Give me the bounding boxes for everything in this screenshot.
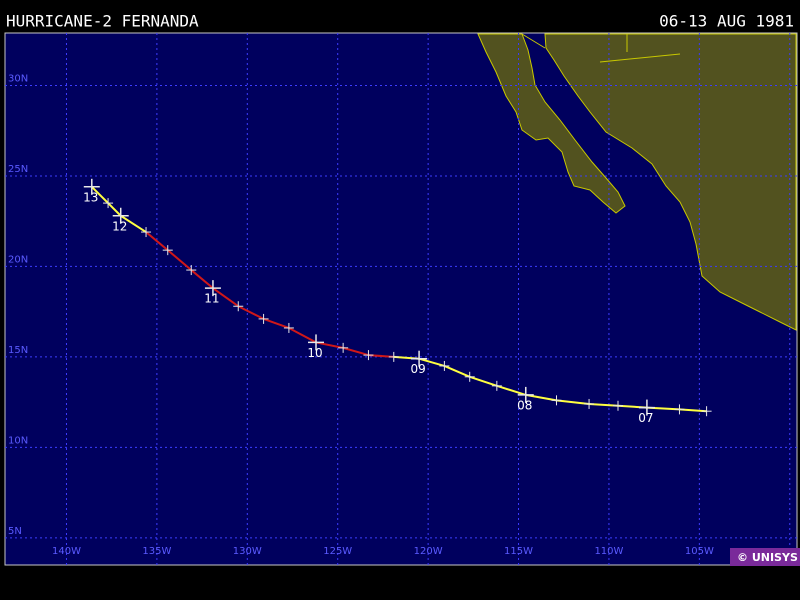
- track-segment: [263, 317, 290, 329]
- track-point: [141, 227, 152, 238]
- badge: [730, 548, 800, 566]
- track-point: [388, 351, 399, 362]
- track-point: [464, 371, 475, 382]
- lon-label: 120W: [414, 546, 443, 557]
- track-segment: [556, 399, 590, 405]
- track-point: [204, 280, 221, 297]
- track-point: [439, 360, 450, 371]
- lat-label: 20N: [8, 254, 28, 265]
- track-segment: [315, 341, 344, 349]
- track-point: [584, 398, 595, 409]
- day-label: 08: [517, 398, 532, 412]
- track-point: [103, 198, 114, 209]
- border: [599, 53, 681, 63]
- track-point: [162, 245, 173, 256]
- track-point: [674, 404, 685, 415]
- track-segment: [525, 393, 557, 402]
- track-point: [363, 350, 374, 361]
- track-point: [491, 380, 502, 391]
- lat-label: 25N: [8, 164, 28, 175]
- track-point: [411, 350, 428, 367]
- track-point: [638, 399, 655, 416]
- lon-label: 125W: [323, 546, 352, 557]
- track-point: [517, 386, 534, 403]
- track-segment: [288, 327, 317, 344]
- land: [477, 33, 797, 331]
- track-point: [233, 301, 244, 312]
- title: HURRICANE-2 FERNANDA: [6, 12, 199, 31]
- day-label: 12: [112, 219, 127, 233]
- day-label: 11: [204, 292, 219, 306]
- track-segment: [212, 287, 239, 308]
- day-label: 09: [410, 362, 425, 376]
- lon-label: 110W: [594, 546, 623, 557]
- track-segment: [190, 269, 214, 289]
- track-segment: [167, 249, 192, 271]
- track-segment: [469, 375, 498, 387]
- lat-label: 30N: [8, 73, 28, 84]
- lat-label: 15N: [8, 345, 28, 356]
- track-point: [112, 207, 129, 224]
- track-segment: [237, 305, 265, 320]
- lon-label: 135W: [142, 546, 171, 557]
- track-point: [551, 395, 562, 406]
- lat-label: 5N: [8, 526, 22, 537]
- lon-label: 115W: [504, 546, 533, 557]
- track-segment: [444, 365, 471, 378]
- track-point: [258, 313, 269, 324]
- track-point: [283, 322, 294, 333]
- date-range: 06-13 AUG 1981: [659, 12, 794, 31]
- track-segment: [418, 357, 445, 367]
- mainland-mexico: [544, 33, 797, 331]
- lon-label: 130W: [233, 546, 262, 557]
- track-point: [612, 400, 623, 411]
- baja-california: [477, 33, 626, 214]
- track-point: [308, 334, 325, 351]
- track-segment: [120, 214, 147, 233]
- day-label: 10: [307, 346, 322, 360]
- border: [521, 33, 546, 49]
- track-segment: [342, 346, 369, 357]
- track-point: [701, 406, 712, 417]
- lon-label: 105W: [685, 546, 714, 557]
- lon-label: 140W: [52, 546, 81, 557]
- track-segment: [91, 186, 109, 204]
- credit-badge: © UNISYS: [730, 548, 800, 566]
- credit: © UNISYS: [737, 551, 798, 564]
- day-label: 07: [638, 411, 653, 425]
- track-segment: [107, 202, 122, 217]
- day-label: 13: [83, 190, 98, 204]
- track-segment: [145, 231, 169, 251]
- track-point: [83, 178, 100, 195]
- track-point: [338, 342, 349, 353]
- track-segment: [496, 384, 527, 396]
- track-point: [186, 265, 197, 276]
- lat-label: 10N: [8, 435, 28, 446]
